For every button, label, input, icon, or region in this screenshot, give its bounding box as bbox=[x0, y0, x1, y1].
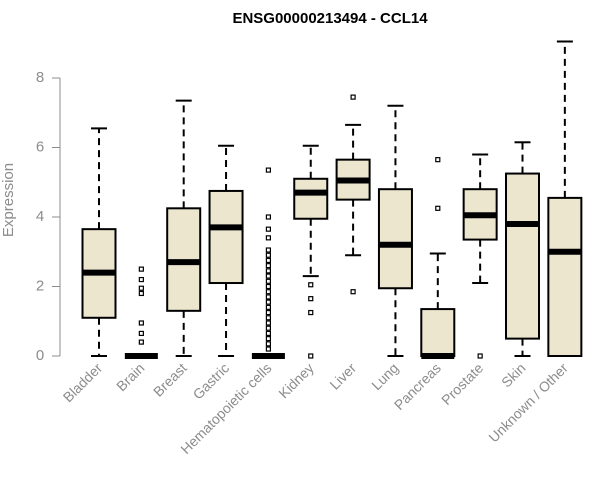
outlier-point bbox=[265, 235, 271, 241]
box bbox=[208, 189, 244, 285]
outlier-point bbox=[265, 252, 271, 258]
outlier-point bbox=[265, 304, 271, 310]
y-axis-label: Expression bbox=[0, 163, 17, 237]
outlier-point bbox=[265, 278, 271, 284]
box-group-brain bbox=[124, 266, 158, 359]
box-group-lung bbox=[377, 104, 413, 357]
y-tick-label: 0 bbox=[36, 347, 44, 364]
outlier-point bbox=[265, 315, 271, 321]
outlier-point bbox=[138, 285, 144, 291]
x-tick-label-pancreas: Pancreas bbox=[391, 360, 444, 413]
outlier-point bbox=[265, 330, 271, 337]
outlier-point bbox=[265, 273, 271, 279]
outlier-point bbox=[265, 341, 271, 347]
box bbox=[420, 308, 456, 357]
box-group-pancreas bbox=[420, 157, 456, 359]
chart-title: ENSG00000213494 - CCL14 bbox=[232, 10, 428, 27]
x-tick-label-kidney: Kidney bbox=[275, 360, 317, 402]
y-tick-label: 4 bbox=[36, 208, 44, 225]
outlier-point bbox=[138, 266, 144, 272]
outlier-point bbox=[138, 339, 144, 345]
outlier-point bbox=[350, 94, 356, 100]
box bbox=[505, 172, 540, 340]
outlier-point bbox=[265, 283, 271, 290]
outlier-point bbox=[138, 276, 144, 283]
outlier-point bbox=[435, 157, 441, 163]
x-tick-label-lung: Lung bbox=[368, 360, 401, 393]
outlier-point bbox=[265, 346, 271, 352]
outlier-point bbox=[265, 294, 271, 300]
x-tick-label-prostate: Prostate bbox=[438, 360, 486, 408]
box-group-bladder bbox=[81, 127, 117, 357]
outlier-point bbox=[265, 336, 271, 342]
box-group-prostate bbox=[462, 153, 498, 359]
outlier-point bbox=[265, 289, 271, 295]
outlier-point bbox=[308, 309, 314, 316]
outlier-point bbox=[308, 296, 314, 302]
outlier-point bbox=[265, 247, 271, 253]
box bbox=[547, 196, 583, 357]
outlier-point bbox=[308, 353, 314, 359]
box-group-breast bbox=[166, 99, 202, 357]
box-group-kidney bbox=[293, 144, 329, 359]
outlier-point bbox=[265, 268, 271, 274]
outlier-point bbox=[265, 257, 271, 264]
y-tick-label: 2 bbox=[36, 277, 44, 294]
box-group-unknown-other bbox=[547, 40, 583, 357]
outlier-point bbox=[265, 263, 271, 269]
x-tick-label-bladder: Bladder bbox=[60, 360, 106, 406]
box-group-liver bbox=[335, 94, 371, 295]
outlier-point bbox=[138, 330, 144, 337]
box bbox=[293, 177, 329, 220]
boxes-layer bbox=[81, 40, 583, 359]
outlier-point bbox=[265, 167, 271, 173]
box-group-gastric bbox=[208, 144, 244, 357]
y-tick-label: 8 bbox=[36, 69, 44, 86]
outlier-point bbox=[350, 289, 356, 295]
outlier-point bbox=[138, 290, 144, 297]
outlier-point bbox=[138, 320, 144, 326]
box-group-hematopoietic-cells bbox=[251, 167, 285, 359]
outlier-point bbox=[308, 282, 314, 288]
outlier-point bbox=[265, 299, 271, 305]
y-axis: 0 2 4 6 8 bbox=[36, 69, 61, 364]
outlier-point bbox=[265, 309, 271, 316]
outlier-point bbox=[265, 226, 271, 232]
x-tick-label-brain: Brain bbox=[113, 360, 147, 394]
x-tick-label-unknown-other: Unknown / Other bbox=[485, 360, 571, 446]
x-tick-label-liver: Liver bbox=[326, 360, 359, 393]
outlier-point bbox=[265, 325, 271, 331]
box-group-skin bbox=[505, 141, 540, 357]
box bbox=[377, 188, 413, 290]
outlier-point bbox=[435, 205, 441, 211]
x-tick-label-breast: Breast bbox=[150, 360, 190, 400]
x-tick-label-skin: Skin bbox=[498, 360, 529, 391]
outlier-point bbox=[265, 320, 271, 326]
outlier-point bbox=[265, 214, 271, 220]
y-tick-label: 6 bbox=[36, 138, 44, 155]
outlier-point bbox=[477, 353, 483, 359]
